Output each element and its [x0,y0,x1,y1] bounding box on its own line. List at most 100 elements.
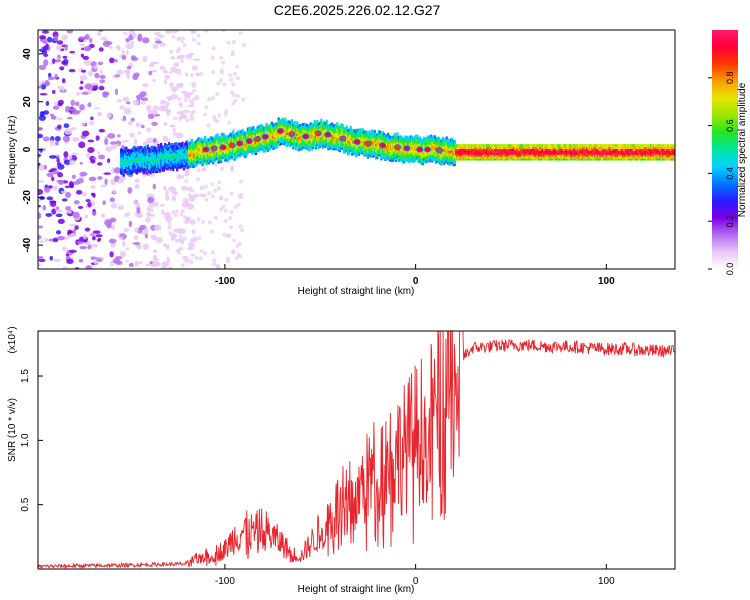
spectrogram-ridge-cell [424,160,427,164]
spectrogram-ridge-cell [266,127,270,131]
spectrogram-haze-cell [190,101,195,106]
spectrogram-ridge-cell [264,145,267,149]
spectrogram-ridge-cell [209,140,212,144]
spectrogram-ridge-cell [588,149,591,153]
spectrogram-noise-cell [57,218,65,225]
spectrogram-noise-cell [176,36,182,42]
spectrogram-ridge-cell [152,152,155,156]
spectrogram-ridge-cell [294,126,298,130]
spectrogram-ridge-cell [412,158,415,162]
spectrogram-ridge-cell [276,122,279,126]
spectrogram-ridge-cell [499,148,502,151]
spectrogram-ridge-cell [206,153,209,157]
spectrogram-ridge-cell [134,151,137,155]
spectrogram-ridge-cell [528,153,531,157]
spectrogram-ridge-cell [165,159,168,163]
spectrogram-ridge-cell [120,148,123,152]
spectrogram-ridge-cell [201,142,204,146]
spectrogram-ridge-cell [296,132,299,136]
spectrogram-noise-cell [125,247,130,251]
spectrogram-noise-cell [125,43,134,50]
spectrogram-ridge-cell [440,162,443,166]
spectrogram-ridge-cell [549,144,553,148]
spectrogram-ridge-cell [284,132,287,136]
spectrogram-ridge-cell [128,168,131,172]
spectrogram-ridge-cell [549,155,553,159]
spectrogram-ridge-cell [373,133,376,137]
spectrogram-ridge-cell [476,144,479,148]
spectrogram-ridge-cell [168,149,171,153]
spectrogram-noise-cell [94,106,101,110]
spectrogram-ridge-cell [421,143,424,147]
spectrogram-ridge-cell [288,128,291,132]
spectrogram-ridge-cell [272,125,275,129]
spectrogram-ridge-cell [206,151,209,155]
spectrogram-ridge-cell [337,125,340,129]
spectrogram-ridge-cell [416,136,419,140]
spectrogram-ridge-cell [572,149,575,153]
spectrogram-ridge-cell [417,137,420,141]
spectrogram-ridge-cell [385,138,388,142]
spectrogram-ridge-cell [468,153,471,157]
spectrogram-ridge-cell [146,148,149,152]
spectrogram-ridge-cell [350,137,354,141]
spectrogram-ridge-cell [213,159,216,163]
spectrogram-noise-cell [151,201,159,207]
spectrogram-ridge-cell [317,126,320,130]
spectrogram-ridge-cell [308,133,311,137]
spectrogram-ridge-cell [188,164,191,168]
spectrogram-noise-cell [49,113,54,117]
spectrogram-noise-cell [87,70,94,77]
spectrogram-noise-cell [53,258,61,262]
spectrogram-ridge-cell [320,141,323,145]
spectrogram-ridge-cell [186,146,189,150]
spectrogram-ridge-cell [150,151,153,155]
spectrogram-noise-cell [56,157,60,163]
spectrogram-ridge-cell [535,157,538,161]
spectrogram-noise-cell [38,225,43,229]
spectrogram-ridge-cell [198,155,201,159]
spectrogram-ridge-cell [190,150,193,154]
spectrogram-ridge-cell [252,137,255,141]
spectrogram-ridge-cell [524,155,527,159]
spectrogram-ridge-cell [537,148,541,151]
spectrogram-ridge-cell [575,151,578,155]
spectrogram-noise-cell [186,247,195,251]
spectrogram-ridge-cell [325,138,328,142]
spectrogram-ridge-cell [579,153,582,157]
spectrogram-ridge-cell [206,155,209,159]
spectrogram-ridge-cell [556,155,559,159]
spectrogram-noise-cell [173,62,180,67]
spectrogram-ridge-cell [188,147,191,151]
spectrogram-ridge-cell [301,146,304,150]
spectrogram-ridge-cell [133,162,136,166]
spectrogram-ridge-cell [479,149,482,153]
spectrogram-ridge-cell [413,159,416,163]
spectrogram-ridge-cell [226,149,230,153]
spectrogram-ridge-cell [435,151,438,155]
spectrogram-ridge-cell [484,155,487,159]
spectrogram-ridge-cell [480,155,483,159]
spectrogram-ridge-cell [336,127,339,131]
spectrogram-ridge-cell [201,153,204,157]
spectrogram-ridge-cell [160,163,163,167]
spectrogram-ridge-cell [532,146,535,150]
spectrogram-ridge-cell [202,142,205,146]
spectrogram-ridge-cell [322,126,326,130]
spectrogram-ridge-cell [385,139,388,143]
spectrogram-ridge-cell [346,136,350,140]
spectrogram-ridge-cell [539,148,542,151]
spectrogram-ridge-cell [165,165,168,169]
spectrogram-ridge-cell [242,144,246,148]
spectrogram-ridge-cell [121,168,124,172]
spectrogram-ridge-cell [213,142,216,146]
spectrogram-ridge-cell [348,151,351,155]
spectrogram-ridge-cell [172,168,175,172]
spectrogram-ridge-cell [585,151,589,155]
spectrogram-ridge-cell [262,144,266,148]
spectrogram-ridge-cell [377,139,380,143]
spectrogram-ridge-cell [121,152,124,156]
spectrogram-ridge-cell [439,159,442,163]
spectrogram-ridge-cell [234,155,238,159]
spectrogram-ridge-cell [552,146,555,150]
